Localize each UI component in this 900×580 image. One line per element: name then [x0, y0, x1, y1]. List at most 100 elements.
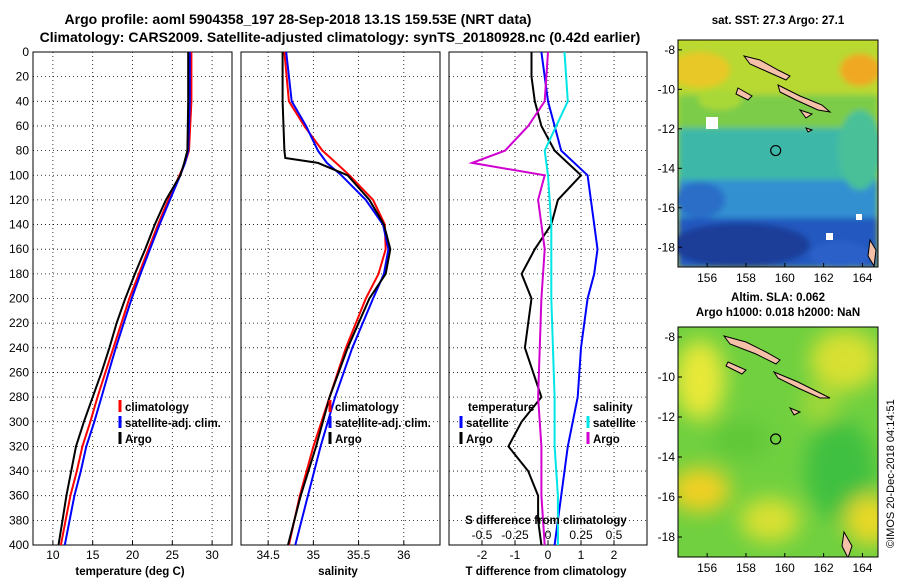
depth-tick-labels: 0 20 40 60 80 100 120 140 160 180 200 220 240 260 280 3…: [9, 45, 29, 552]
map-x-tick-label: 164: [852, 271, 872, 285]
x-tick-label: 0: [545, 548, 552, 562]
depth-tick-label: 240: [9, 341, 29, 355]
x-tick-label: -1: [510, 548, 521, 562]
series-line-argo: [57, 52, 190, 546]
series-line-salinity-satellite: [543, 51, 569, 545]
s-difference-tick-label: 0.25: [569, 528, 593, 542]
map-y-tick-label: -8: [664, 43, 675, 57]
sla-land-islands: [722, 335, 853, 557]
map-x-tick-label: 156: [697, 271, 717, 285]
sla-map-ticks: 156 158 160 162 164 -8 -10 -12 -14 -16 -18: [658, 330, 873, 575]
salinity-legend: climatology satellite-adj. clim. Argo: [328, 400, 431, 446]
x-tick-label: 20: [126, 548, 140, 562]
island-newgeorgia: [735, 87, 753, 101]
island-isabel: [772, 370, 831, 399]
x-tick-label: 2: [611, 548, 618, 562]
s-difference-tick-label: -0.5: [472, 528, 493, 542]
island-newcaledonia: [867, 238, 877, 267]
map-x-tick-label: 158: [736, 271, 756, 285]
map-y-tick-label: -12: [658, 410, 676, 424]
imos-timestamp-watermark: ©IMOS 20-Dec-2018 04:14:51: [885, 399, 897, 548]
map-y-tick-label: -14: [658, 450, 676, 464]
sst-missing-data: [856, 214, 862, 220]
series-line-argo: [281, 52, 392, 546]
series-line-temperature-argo: [507, 52, 583, 546]
depth-tick-label: 380: [9, 513, 29, 527]
difference-profile-lines: [468, 51, 599, 546]
depth-tick-label: 260: [9, 365, 29, 379]
legend-argo-label: Argo: [335, 434, 362, 446]
depth-tick-label: 60: [16, 119, 30, 133]
salinity-difference-tick-labels: -0.5 -0.25 0 0.25 0.5: [472, 528, 623, 542]
x-tick-label: 30: [205, 548, 219, 562]
sla-map-title-line2: Argo h1000: 0.018 h2000: NaN: [696, 307, 860, 319]
depth-tick-label: 400: [9, 538, 29, 552]
island-guadalcanal: [788, 407, 802, 416]
legend-salinity-title: salinity: [593, 402, 633, 414]
sla-map-frame: [677, 326, 879, 558]
depth-tick-label: 100: [9, 168, 29, 182]
island-newcaledonia: [841, 530, 853, 557]
sst-land-islands: [735, 55, 877, 267]
sst-map-frame: [677, 39, 879, 268]
s-difference-tick-label: -0.25: [501, 528, 529, 542]
series-line-salinity-argo: [468, 51, 549, 546]
map-y-tick-label: -10: [658, 82, 676, 96]
difference-legend: temperature satellite Argo salinity sate…: [459, 402, 636, 446]
salinity-profile-lines: [281, 51, 392, 546]
series-line-satellite-adj-clim-: [285, 51, 390, 546]
island-newgeorgia: [725, 361, 747, 375]
x-tick-label: 34.5: [256, 548, 280, 562]
sla-color-field: [678, 330, 878, 545]
map-x-tick-label: 160: [775, 271, 795, 285]
legend-s-argo-label: Argo: [593, 434, 620, 446]
legend-argo-label: Argo: [125, 434, 152, 446]
salinity-grid: [241, 52, 440, 545]
figure-title-line1: Argo profile: aoml 5904358_197 28-Sep-20…: [65, 11, 532, 27]
x-tick-label: 36: [397, 548, 411, 562]
depth-tick-label: 160: [9, 242, 29, 256]
depth-tick-label: 40: [16, 94, 30, 108]
depth-tick-label: 140: [9, 218, 29, 232]
island-isabel: [777, 84, 832, 113]
sla-argo-position-marker: [770, 433, 782, 445]
legend-satellite-label: satellite-adj. clim.: [335, 418, 431, 430]
temperature-axis-label: temperature (deg C): [75, 566, 184, 578]
depth-tick-label: 20: [16, 70, 30, 84]
map-x-tick-label: 162: [814, 271, 834, 285]
map-x-tick-label: 162: [814, 561, 834, 575]
sst-map-ticks: 156 158 160 162 164 -8 -10 -12 -14 -16 -18: [658, 43, 873, 285]
map-y-tick-label: -12: [658, 122, 676, 136]
difference-x-tick-labels: -2 -1 0 1 2: [477, 548, 618, 562]
temperature-x-tick-labels: 10 15 20 25 30: [46, 548, 219, 562]
map-y-tick-label: -16: [658, 490, 676, 504]
map-y-tick-label: -10: [658, 370, 676, 384]
depth-tick-label: 360: [9, 489, 29, 503]
legend-t-satellite-label: satellite: [466, 418, 509, 430]
x-tick-label: 35: [307, 548, 321, 562]
map-x-tick-label: 158: [736, 561, 756, 575]
map-y-tick-label: -8: [664, 330, 675, 344]
legend-climatology-label: climatology: [125, 402, 190, 414]
depth-tick-label: 80: [16, 144, 30, 158]
x-tick-label: 10: [46, 548, 60, 562]
temperature-profile-lines: [57, 52, 193, 546]
depth-tick-label: 180: [9, 267, 29, 281]
depth-tick-label: 220: [9, 316, 29, 330]
map-x-tick-label: 164: [852, 561, 872, 575]
map-y-tick-label: -16: [658, 201, 676, 215]
legend-t-argo-label: Argo: [466, 434, 493, 446]
temperature-legend: climatology satellite-adj. clim. Argo: [118, 400, 221, 446]
s-difference-tick-label: 0: [545, 528, 552, 542]
salinity-axis-label: salinity: [318, 566, 358, 578]
figure-title-line2: Climatology: CARS2009. Satellite-adjuste…: [40, 29, 641, 45]
sst-map-title: sat. SST: 27.3 Argo: 27.1: [712, 15, 845, 27]
map-y-tick-label: -14: [658, 161, 676, 175]
difference-axis-label: T difference from climatology: [465, 566, 627, 578]
salinity-x-tick-labels: 34.5 35 35.5 36: [256, 548, 410, 562]
legend-temperature-title: temperature: [468, 402, 534, 414]
legend-climatology-label: climatology: [335, 402, 400, 414]
x-tick-label: -2: [477, 548, 488, 562]
island-rennell: [805, 127, 814, 133]
sst-missing-data: [826, 233, 833, 240]
